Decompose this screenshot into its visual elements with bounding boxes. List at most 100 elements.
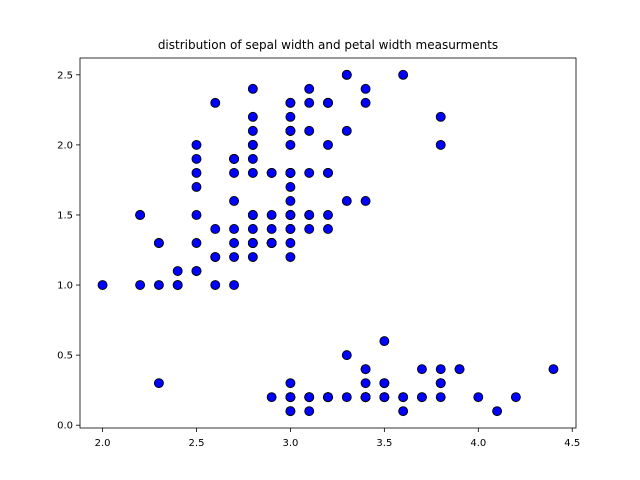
x-tick-label: 2.5 <box>189 438 205 449</box>
data-point <box>360 83 371 94</box>
data-point <box>285 224 296 234</box>
data-point <box>304 125 315 136</box>
data-point <box>304 210 315 220</box>
data-point <box>341 195 352 206</box>
data-point <box>210 97 221 108</box>
data-point <box>548 364 559 375</box>
y-tick-label: 0.0 <box>57 421 73 432</box>
data-point <box>304 97 315 108</box>
data-point <box>285 378 296 389</box>
y-tick-label: 0.5 <box>57 351 73 362</box>
data-point <box>247 252 258 262</box>
data-point <box>229 167 240 178</box>
data-point <box>285 111 296 122</box>
data-point <box>247 125 258 136</box>
data-point <box>229 280 240 290</box>
data-point <box>191 181 202 192</box>
data-point <box>304 83 315 94</box>
data-point <box>454 364 465 375</box>
data-point <box>285 97 296 108</box>
x-tick-label: 3.5 <box>376 438 392 449</box>
data-point <box>153 378 164 389</box>
y-tick-label: 1.5 <box>57 210 73 221</box>
x-axis-ticks: 2.0 2.5 3.0 3.5 4.0 4.5 <box>95 428 580 449</box>
data-point <box>191 153 202 164</box>
data-point <box>360 364 371 375</box>
data-point <box>323 210 333 220</box>
data-point <box>191 167 202 178</box>
x-tick-label: 3.0 <box>282 438 298 449</box>
data-point <box>323 139 333 150</box>
data-point <box>435 364 446 375</box>
data-point <box>285 406 296 417</box>
data-point <box>360 97 371 108</box>
data-point <box>285 238 296 248</box>
data-point <box>247 224 258 234</box>
data-point <box>435 139 446 150</box>
data-point <box>398 392 409 403</box>
x-tick-label: 2.0 <box>95 438 111 449</box>
data-point <box>379 336 390 347</box>
data-point <box>435 392 446 403</box>
x-tick-label: 4.5 <box>564 438 580 449</box>
data-point <box>247 238 258 248</box>
data-point <box>435 378 446 389</box>
data-point <box>247 111 258 122</box>
data-point <box>323 97 333 108</box>
data-point <box>229 252 240 262</box>
data-point <box>191 266 202 276</box>
data-point <box>229 224 240 234</box>
data-point <box>210 280 221 290</box>
data-point <box>266 167 277 178</box>
data-point <box>304 406 315 417</box>
y-tick-label: 1.0 <box>57 281 73 292</box>
data-point <box>247 210 258 220</box>
data-point <box>172 280 183 290</box>
data-point <box>247 83 258 94</box>
data-point <box>210 252 221 262</box>
data-point <box>266 392 277 403</box>
data-point <box>285 252 296 262</box>
data-point <box>247 139 258 150</box>
data-point <box>341 125 352 136</box>
data-point <box>191 210 202 220</box>
data-point <box>360 392 371 403</box>
y-tick-label: 2.0 <box>57 140 73 151</box>
data-point <box>153 238 164 248</box>
data-point <box>210 224 221 234</box>
data-point <box>323 392 333 403</box>
y-tick-label: 2.5 <box>57 70 73 81</box>
data-point <box>510 392 521 403</box>
data-point <box>285 195 296 206</box>
data-point <box>398 406 409 417</box>
data-point <box>229 153 240 164</box>
data-point <box>341 392 352 403</box>
data-point <box>416 364 427 375</box>
data-point <box>285 167 296 178</box>
plot-frame <box>79 57 577 429</box>
data-point <box>191 139 202 150</box>
data-point <box>153 280 164 290</box>
data-point <box>360 195 371 206</box>
data-point <box>229 238 240 248</box>
data-point <box>379 392 390 403</box>
data-point <box>379 378 390 389</box>
data-point <box>247 153 258 164</box>
data-point <box>266 224 277 234</box>
data-point <box>285 210 296 220</box>
data-points <box>97 69 559 417</box>
data-point <box>304 167 315 178</box>
data-point <box>341 69 352 80</box>
data-point <box>266 238 277 248</box>
data-point <box>398 69 409 80</box>
data-point <box>172 266 183 276</box>
data-point <box>229 195 240 206</box>
data-point <box>285 139 296 150</box>
data-point <box>323 167 333 178</box>
y-axis-ticks: 0.0 0.5 1.0 1.5 2.0 2.5 <box>57 70 80 432</box>
data-point <box>416 392 427 403</box>
chart-title: distribution of sepal width and petal wi… <box>158 38 498 52</box>
data-point <box>135 210 146 220</box>
data-point <box>473 392 484 403</box>
